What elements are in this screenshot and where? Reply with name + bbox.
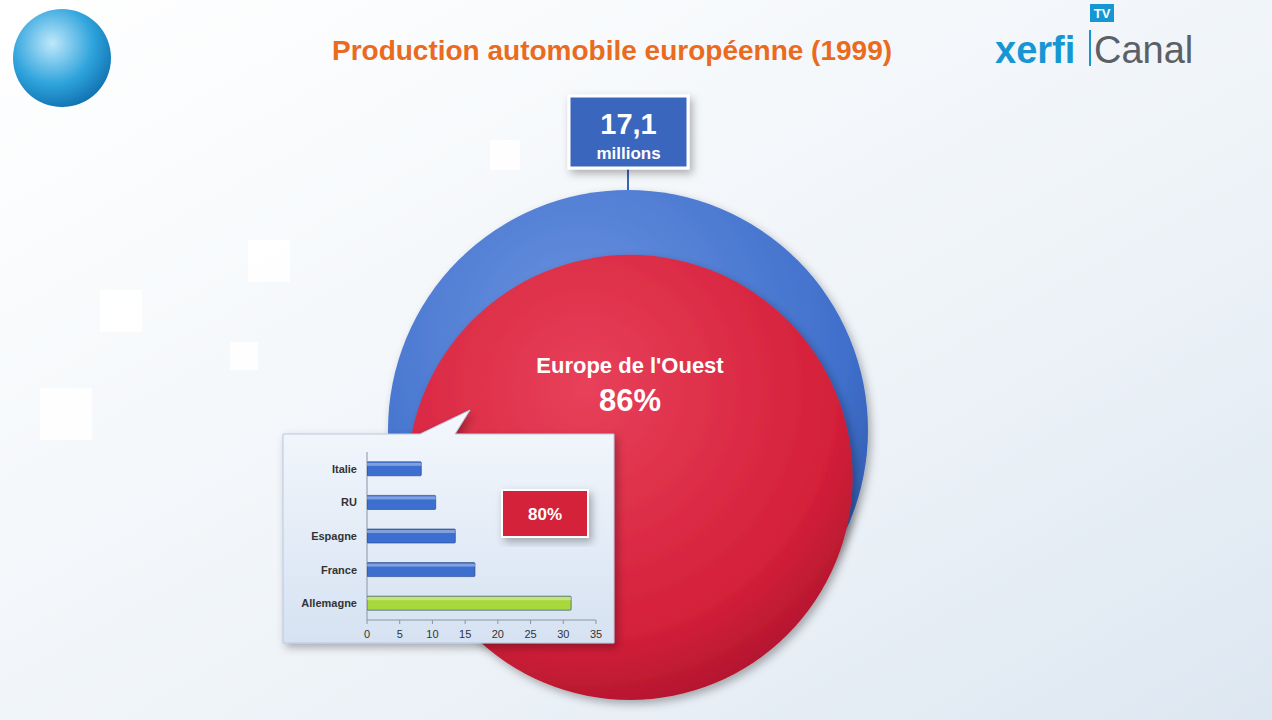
x-axis-line <box>367 620 596 621</box>
annotation-box <box>502 490 588 537</box>
category-label: France <box>321 564 357 576</box>
x-tick <box>432 620 433 624</box>
bar <box>367 462 421 476</box>
canvas: Production automobile européenne (1999) x… <box>0 0 1272 720</box>
x-tick <box>497 620 498 624</box>
logo-badge-text: TV <box>1094 6 1111 21</box>
logo-brand: xerfi <box>995 29 1075 71</box>
category-label: Allemagne <box>301 597 357 609</box>
bar-highlight <box>367 530 455 533</box>
bar-highlight <box>367 496 436 499</box>
bar <box>367 495 436 509</box>
x-tick-label: 30 <box>557 628 569 640</box>
x-tick-label: 15 <box>459 628 471 640</box>
category-label: Espagne <box>311 530 357 542</box>
bar-highlight <box>367 564 475 567</box>
bar-highlight <box>367 463 421 466</box>
x-tick <box>367 620 368 624</box>
x-tick-label: 35 <box>590 628 602 640</box>
deco-square <box>100 290 142 332</box>
connector <box>627 168 629 190</box>
bar <box>367 563 475 577</box>
x-tick <box>530 620 531 624</box>
logo-separator <box>1089 30 1091 66</box>
logo-channel: Canal <box>1094 29 1193 71</box>
x-tick <box>465 620 466 624</box>
bar <box>367 596 571 610</box>
deco-square <box>248 240 290 282</box>
inner-label: Europe de l'Ouest <box>536 353 724 378</box>
bar-highlight <box>367 597 571 600</box>
x-tick-label: 20 <box>492 628 504 640</box>
deco-square <box>230 342 258 370</box>
inset-box <box>283 410 614 643</box>
background <box>0 0 1272 720</box>
x-tick-label: 10 <box>426 628 438 640</box>
annotation: 80% <box>528 505 562 524</box>
deco-square <box>40 388 92 440</box>
x-tick <box>563 620 564 624</box>
category-label: Italie <box>332 463 357 475</box>
inner-value: 86% <box>599 383 661 418</box>
x-tick-label: 25 <box>524 628 536 640</box>
title: Production automobile européenne (1999) <box>332 35 892 66</box>
bar <box>367 529 455 543</box>
x-tick-label: 0 <box>364 628 370 640</box>
logo-badge <box>1090 4 1114 22</box>
total-value: 17,1 <box>600 108 656 140</box>
total-box <box>569 96 688 168</box>
category-label: RU <box>341 496 357 508</box>
x-tick <box>596 620 597 624</box>
total-unit: millions <box>596 144 660 163</box>
deco-square <box>490 140 520 170</box>
x-tick-label: 5 <box>397 628 403 640</box>
globe <box>13 9 111 107</box>
x-tick <box>399 620 400 624</box>
